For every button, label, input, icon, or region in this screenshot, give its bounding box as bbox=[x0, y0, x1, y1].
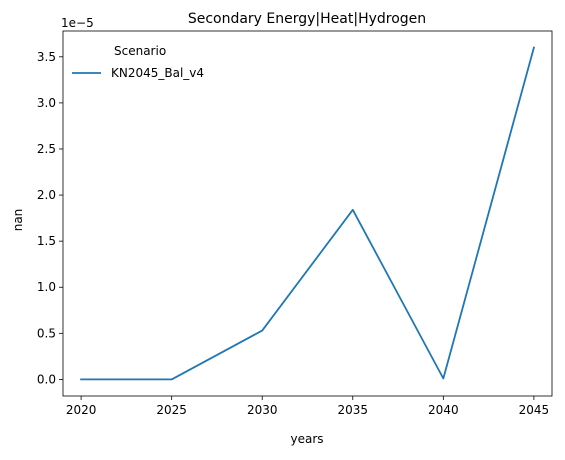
y-tick-label: 3.0 bbox=[37, 96, 56, 110]
chart-title: Secondary Energy|Heat|Hydrogen bbox=[188, 11, 426, 27]
series-line bbox=[80, 46, 535, 381]
y-tick-label: 0.5 bbox=[37, 326, 56, 340]
y-tick-label: 0.0 bbox=[37, 372, 56, 386]
legend-entry-label: KN2045_Bal_v4 bbox=[111, 66, 204, 80]
plot-frame bbox=[62, 30, 553, 397]
legend: Scenario KN2045_Bal_v4 bbox=[72, 44, 204, 80]
plot-lines bbox=[80, 46, 535, 381]
x-axis-label: years bbox=[290, 432, 323, 446]
y-tick-label: 1.5 bbox=[37, 234, 56, 248]
x-tick-label: 2020 bbox=[66, 403, 97, 417]
y-axis-label: nan bbox=[11, 209, 25, 232]
axis-ticks: 2020 2025 2030 2035 2040 2045 0.0 0.5 1.0 1.5 2.0 2… bbox=[37, 50, 549, 417]
x-tick-label: 2035 bbox=[338, 403, 369, 417]
y-tick-label: 3.5 bbox=[37, 50, 56, 64]
y-axis-offset-label: 1e−5 bbox=[61, 16, 94, 30]
legend-title: Scenario bbox=[114, 44, 166, 58]
x-tick-label: 2030 bbox=[247, 403, 278, 417]
x-tick-label: 2040 bbox=[428, 403, 459, 417]
y-tick-label: 2.5 bbox=[37, 142, 56, 156]
x-tick-label: 2025 bbox=[156, 403, 187, 417]
x-tick-label: 2045 bbox=[519, 403, 550, 417]
y-tick-label: 1.0 bbox=[37, 280, 56, 294]
y-tick-label: 2.0 bbox=[37, 188, 56, 202]
